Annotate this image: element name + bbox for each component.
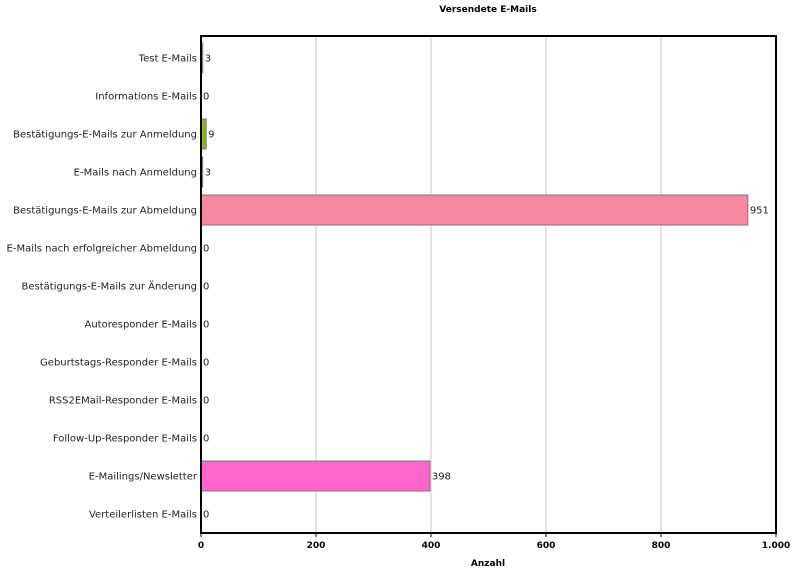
gridlines [315, 36, 662, 533]
value-label: 398 [432, 472, 451, 483]
category-labels: Test E-Mails Informations E-Mails Bestätig… [7, 54, 198, 521]
chart-title: Versendete E-Mails [439, 5, 536, 15]
category-label: Bestätigungs-E-Mails zur Anmeldung [13, 130, 197, 141]
x-tick-label: 400 [422, 541, 441, 551]
bars [200, 42, 749, 492]
value-label: 0 [203, 320, 209, 331]
x-tick-label: 200 [307, 541, 326, 551]
x-tick-label: 1.000 [762, 541, 790, 551]
category-label: Informations E-Mails [95, 92, 197, 103]
value-label: 0 [203, 92, 209, 103]
value-label: 0 [203, 244, 209, 255]
category-label: Test E-Mails [138, 54, 197, 65]
x-tick-label: 600 [537, 541, 556, 551]
category-label: RSS2EMail-Responder E-Mails [49, 396, 197, 407]
category-label: E-Mailings/Newsletter [89, 472, 198, 483]
category-label: Verteilerlisten E-Mails [89, 510, 197, 521]
bar [200, 460, 431, 492]
plot-frame [200, 35, 777, 534]
value-label: 951 [750, 206, 769, 217]
value-label: 0 [203, 434, 209, 445]
value-label: 3 [205, 168, 211, 179]
value-labels: 3 0 9 3 951 0 0 0 0 0 0 398 0 [203, 54, 769, 521]
bar [200, 194, 749, 226]
value-label: 0 [203, 358, 209, 369]
category-label: Geburtstags-Responder E-Mails [40, 358, 197, 369]
value-label: 0 [203, 282, 209, 293]
x-axis-title: Anzahl [471, 559, 505, 569]
category-label: E-Mails nach Anmeldung [74, 168, 197, 179]
category-label: E-Mails nach erfolgreicher Abmeldung [7, 244, 197, 255]
category-label: Bestätigungs-E-Mails zur Änderung [22, 280, 197, 293]
x-tick-label: 800 [652, 541, 671, 551]
value-label: 3 [205, 54, 211, 65]
x-tick-label: 0 [198, 541, 204, 551]
category-label: Bestätigungs-E-Mails zur Abmeldung [13, 206, 197, 217]
value-label: 0 [203, 396, 209, 407]
category-label: Autoresponder E-Mails [84, 320, 197, 331]
category-label: Follow-Up-Responder E-Mails [53, 434, 197, 445]
value-label: 0 [203, 510, 209, 521]
value-label: 9 [208, 130, 214, 141]
x-axis-ticks: 0 200 400 600 800 1.000 [198, 533, 790, 551]
